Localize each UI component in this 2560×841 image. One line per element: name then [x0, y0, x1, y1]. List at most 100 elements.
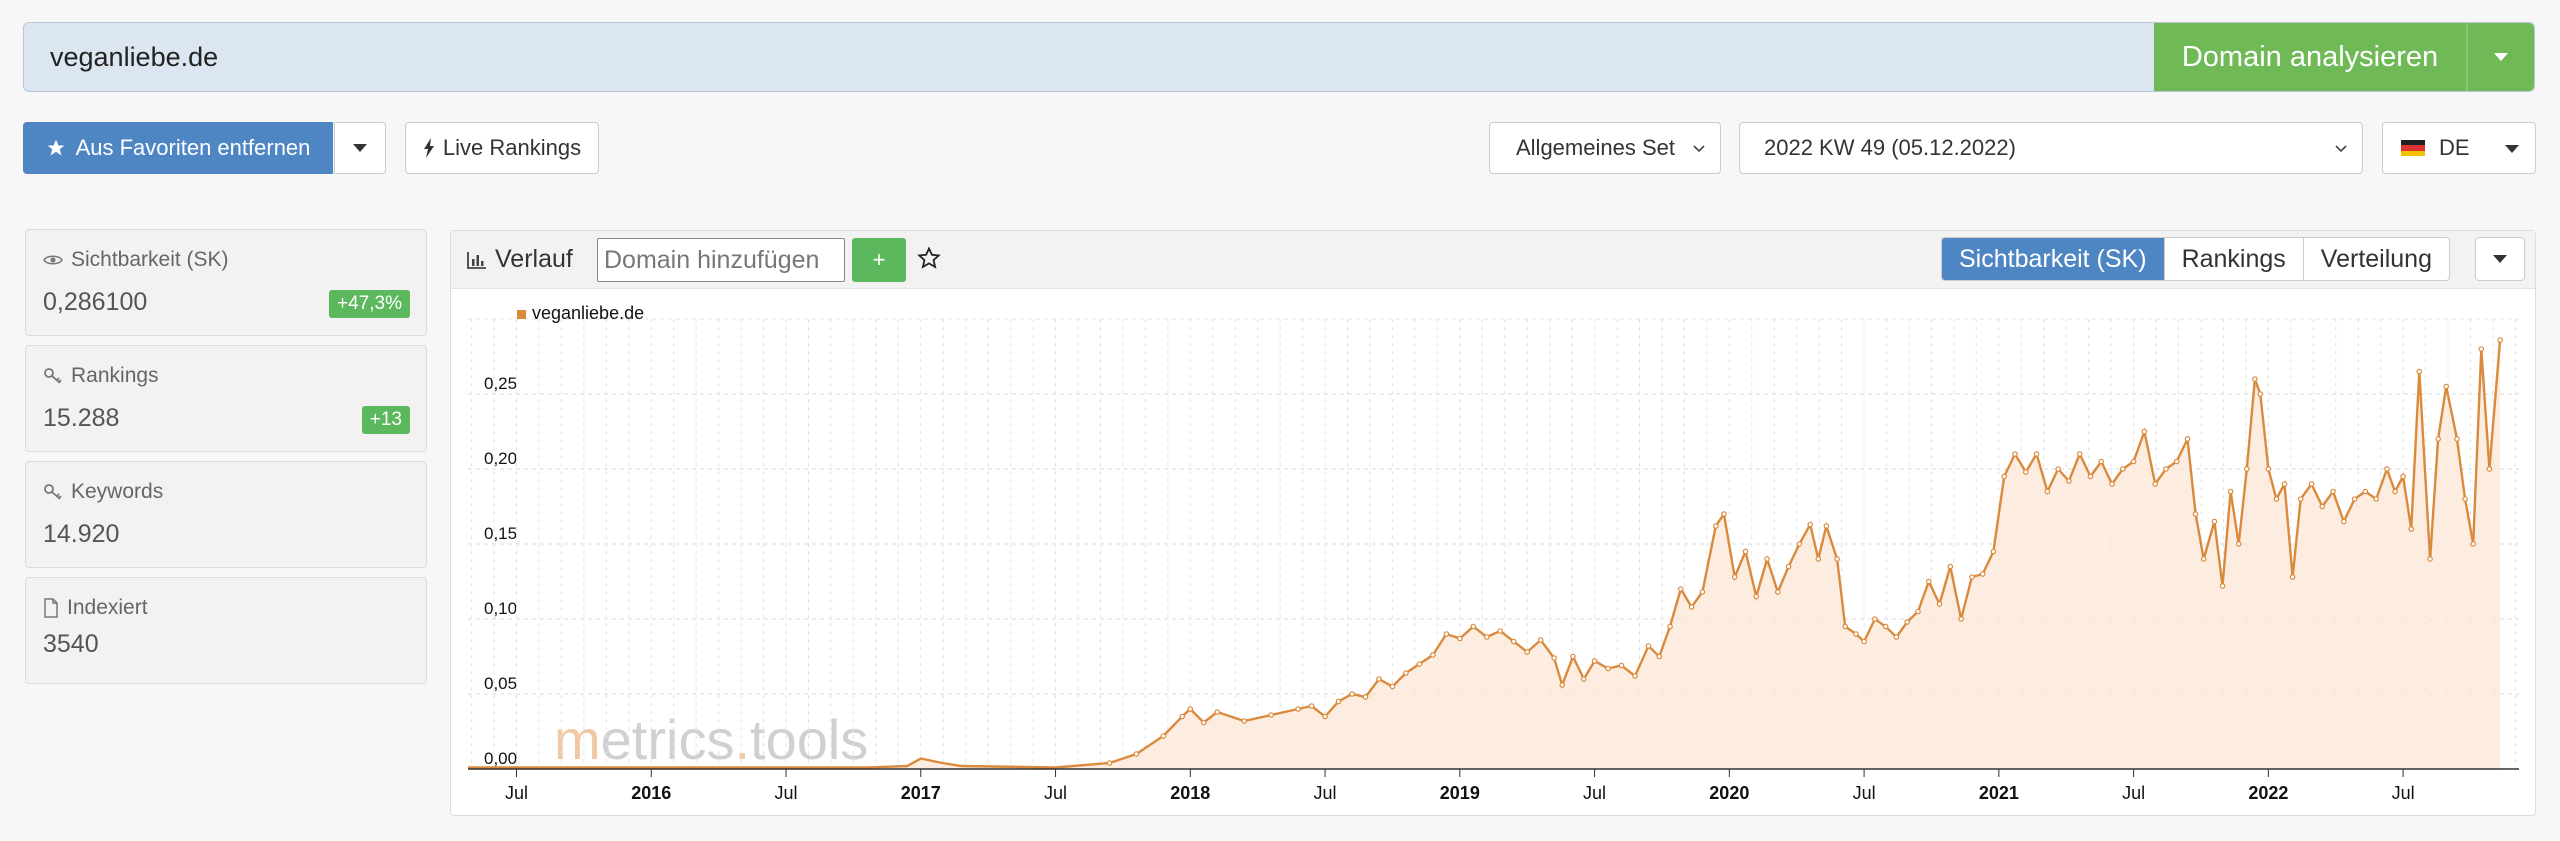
- data-point: [2243, 466, 2250, 472]
- keywords-label-text: Keywords: [71, 480, 164, 503]
- data-point: [1861, 638, 1867, 645]
- analyze-dropdown-button[interactable]: [2466, 23, 2534, 91]
- data-point: [1915, 608, 1921, 615]
- visibility-label: Sichtbarkeit (SK): [43, 248, 229, 272]
- x-tick-label: Jul: [2392, 783, 2415, 803]
- star-icon: [47, 139, 64, 156]
- calendar-week-select[interactable]: 2022 KW 49 (05.12.2022): [1739, 122, 2363, 174]
- tab-rankings[interactable]: Rankings: [2165, 238, 2304, 280]
- x-tick-label: 2018: [1170, 783, 1210, 803]
- data-point: [1510, 638, 1517, 645]
- data-point: [2443, 383, 2450, 390]
- add-domain-button[interactable]: +: [852, 238, 906, 282]
- data-point: [1580, 676, 1587, 682]
- indexed-card: Indexiert 3540: [25, 577, 427, 684]
- data-point: [2341, 518, 2347, 525]
- data-point: [1133, 751, 1140, 757]
- data-point: [1764, 556, 1770, 562]
- data-point: [1106, 760, 1113, 766]
- indexed-label-text: Indexiert: [67, 596, 148, 619]
- bolt-icon: [423, 138, 434, 158]
- visibility-card: Sichtbarkeit (SK) 0,286100 +47,3%: [25, 229, 427, 336]
- history-panel: Verlauf + Sichtbarkeit (SK) Rankings Ver…: [450, 230, 2536, 816]
- chevron-down-icon: [2493, 255, 2507, 263]
- visibility-chart: metrics.tools 0,00 0,05 0,10 0,15 0,20 0,25 Jul…: [468, 303, 2519, 803]
- data-point: [2235, 541, 2242, 547]
- key-icon: [44, 484, 62, 500]
- data-point: [1179, 713, 1186, 720]
- series-line: [468, 339, 2502, 769]
- data-point: [1497, 628, 1504, 634]
- data-point: [2120, 466, 2126, 472]
- x-tick-label: Jul: [775, 783, 798, 803]
- x-tick-label: Jul: [2122, 783, 2145, 803]
- data-point: [1308, 703, 1315, 709]
- add-domain-input[interactable]: [597, 238, 845, 282]
- live-rankings-button[interactable]: Live Rankings: [405, 122, 599, 174]
- data-point: [1200, 719, 1207, 726]
- data-point: [2192, 511, 2199, 517]
- data-point: [2435, 436, 2441, 442]
- country-select[interactable]: DE: [2382, 122, 2536, 174]
- legend-swatch: [517, 310, 526, 319]
- x-tick-label: Jul: [1044, 783, 1067, 803]
- data-point: [2392, 488, 2398, 495]
- x-tick-label: 2017: [901, 783, 941, 803]
- rankings-label-text: Rankings: [71, 364, 159, 387]
- remove-favorite-label: Aus Favoriten entfernen: [75, 135, 311, 160]
- watermark-part: tools: [750, 708, 868, 771]
- legend-label: veganliebe.de: [532, 303, 644, 323]
- calendar-week-value: 2022 KW 49 (05.12.2022): [1764, 135, 2016, 160]
- data-point: [2478, 346, 2485, 352]
- keyword-set-value: Allgemeines Set: [1516, 135, 1675, 160]
- data-point: [2211, 518, 2218, 525]
- data-point: [1295, 706, 1301, 712]
- data-point: [2330, 488, 2336, 495]
- data-point: [1214, 709, 1221, 715]
- data-point: [2022, 469, 2029, 475]
- data-point: [1742, 548, 1749, 555]
- remove-favorite-button[interactable]: Aus Favoriten entfernen: [23, 122, 333, 174]
- data-point: [1842, 623, 1849, 630]
- y-tick-label: 0,25: [484, 374, 517, 393]
- data-point: [2427, 556, 2433, 562]
- data-point: [1570, 653, 1576, 660]
- data-point: [2470, 541, 2476, 547]
- data-point: [2130, 458, 2137, 465]
- germany-flag-icon: [2401, 140, 2425, 156]
- data-point: [2012, 451, 2018, 457]
- data-point: [1632, 673, 1638, 679]
- data-point: [2257, 391, 2264, 397]
- data-point: [1322, 713, 1328, 720]
- domain-search-bar: Domain analysieren: [23, 22, 2535, 92]
- y-tick-label: 0,00: [484, 749, 517, 768]
- data-point: [2001, 473, 2008, 480]
- data-point: [1823, 523, 1830, 529]
- tab-visibility[interactable]: Sichtbarkeit (SK): [1942, 238, 2165, 280]
- data-point: [1699, 589, 1706, 595]
- domain-search-input[interactable]: [24, 23, 2154, 91]
- data-point: [2497, 337, 2503, 343]
- chart-view-tabs: Sichtbarkeit (SK) Rankings Verteilung: [1941, 237, 2450, 281]
- analyze-domain-button[interactable]: Domain analysieren: [2154, 23, 2466, 91]
- chevron-down-icon: [2335, 145, 2347, 153]
- eye-icon: [43, 255, 63, 265]
- data-point: [2319, 503, 2326, 510]
- x-tick-label: 2019: [1440, 783, 1480, 803]
- favorite-dropdown-button[interactable]: [334, 122, 386, 174]
- chart-options-dropdown[interactable]: [2475, 237, 2525, 281]
- data-point: [1775, 589, 1781, 595]
- y-tick-label: 0,10: [484, 599, 517, 618]
- x-tick-label: Jul: [1314, 783, 1337, 803]
- keywords-label: Keywords: [43, 480, 163, 504]
- star-outline-icon[interactable]: [917, 246, 941, 270]
- data-point: [1656, 653, 1663, 660]
- data-point: [2308, 481, 2315, 487]
- data-point: [2033, 451, 2040, 457]
- data-point: [1834, 556, 1840, 562]
- data-point: [1815, 556, 1822, 562]
- data-point: [1936, 601, 1943, 607]
- tab-distribution[interactable]: Verteilung: [2320, 244, 2432, 273]
- keyword-set-select[interactable]: Allgemeines Set: [1489, 122, 1721, 174]
- data-point: [2087, 473, 2094, 480]
